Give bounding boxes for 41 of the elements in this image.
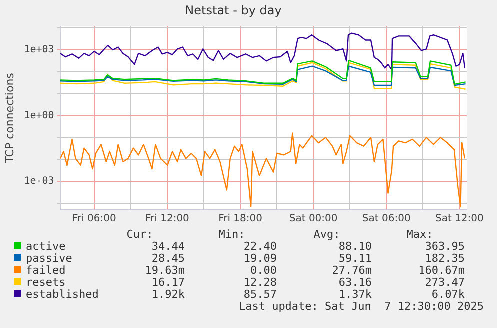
x-tick-label: Sat 12:00: [435, 214, 484, 225]
x-tick-label: Fri 06:00: [72, 214, 116, 225]
text: 1.37k: [338, 288, 372, 301]
text: 28.45: [150, 252, 185, 265]
text: 85.57: [242, 288, 277, 301]
text: 160.67m: [418, 264, 465, 277]
y-tick-label: 1e+03: [24, 44, 54, 56]
text: 12.28: [242, 276, 277, 289]
text: Cur:: [126, 228, 154, 241]
x-tick-label: Fri 12:00: [145, 214, 190, 225]
text: Avg:: [312, 228, 342, 241]
legend-label: established: [26, 288, 99, 301]
text: 182.35: [424, 252, 465, 265]
legend-label: active: [26, 240, 66, 253]
chart-title: Netstat - by day: [185, 3, 282, 18]
x-tick-label: Sat 00:00: [289, 214, 338, 225]
text: 27.76m: [331, 264, 372, 277]
text: 88.10: [338, 240, 372, 253]
legend-label: resets: [26, 276, 66, 289]
text: 22.40: [242, 240, 277, 253]
text: 19.63m: [144, 264, 185, 277]
text: 6.07k: [430, 288, 465, 301]
text: 16.17: [150, 276, 185, 289]
text: 59.11: [338, 252, 372, 265]
y-tick-label: 1e+00: [24, 110, 54, 122]
text: 1.92k: [152, 288, 185, 301]
text: Last update: Sat Jun 7 12:30:00 2025: [238, 300, 484, 313]
y-axis-title: TCP connections: [3, 72, 16, 164]
x-tick-label: Fri 18:00: [218, 214, 262, 225]
x-tick-label: Sat 06:00: [362, 214, 411, 225]
text: Max:: [406, 228, 434, 241]
legend-label: passive: [26, 252, 72, 265]
y-tick-label: 1e-03: [24, 176, 54, 188]
text: 0.00: [250, 264, 277, 277]
text: 19.09: [242, 252, 277, 265]
text: 63.16: [338, 276, 372, 289]
text: Min:: [218, 228, 246, 241]
text: 34.44: [150, 240, 185, 253]
legend-label: failed: [26, 264, 66, 277]
text: 273.47: [424, 276, 465, 289]
text: 363.95: [424, 240, 465, 253]
